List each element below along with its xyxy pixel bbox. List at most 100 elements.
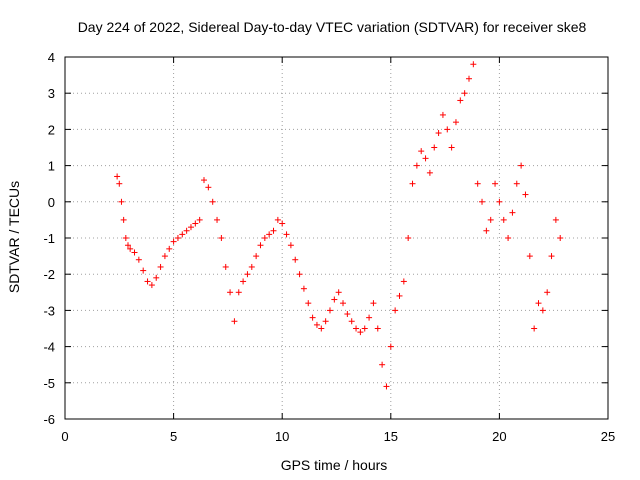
data-point (266, 231, 273, 238)
data-point (214, 216, 221, 223)
data-point (124, 242, 131, 249)
data-point (479, 198, 486, 205)
data-point (500, 216, 507, 223)
data-point (157, 263, 164, 270)
data-point (426, 169, 433, 176)
data-point (379, 361, 386, 368)
data-point (348, 318, 355, 325)
data-point (174, 235, 181, 241)
data-point (218, 235, 225, 241)
data-point (465, 75, 472, 82)
y-tick-label: -6 (43, 412, 55, 427)
data-point (461, 90, 468, 97)
data-points (114, 61, 564, 390)
data-point (483, 227, 490, 234)
data-point (552, 216, 559, 223)
data-point (279, 220, 286, 227)
chart-title: Day 224 of 2022, Sidereal Day-to-day VTE… (78, 19, 587, 35)
y-axis-ticks: -6 -5 -4 -3 -2 -1 0 1 2 3 4 (43, 50, 608, 427)
data-point (120, 216, 127, 223)
data-point (535, 300, 542, 307)
data-point (313, 321, 320, 328)
data-point (383, 383, 390, 390)
data-point (305, 300, 312, 307)
data-point (392, 307, 399, 314)
data-point (292, 256, 299, 263)
y-tick-label: 0 (48, 195, 55, 210)
data-point (231, 318, 238, 325)
data-point (431, 144, 438, 151)
x-tick-label: 0 (61, 429, 68, 444)
data-point (439, 111, 446, 118)
data-point (140, 267, 147, 274)
data-point (326, 307, 333, 314)
data-point (192, 220, 199, 227)
data-point (448, 144, 455, 151)
x-axis-ticks: 0 5 10 15 20 25 (61, 57, 615, 444)
data-point (444, 126, 451, 133)
data-point (457, 97, 464, 104)
data-point (318, 325, 325, 332)
data-point (153, 274, 160, 281)
data-point (257, 242, 264, 249)
y-tick-label: -2 (43, 267, 55, 282)
data-point (205, 184, 212, 191)
data-point (309, 314, 316, 321)
data-point (509, 209, 516, 216)
data-point (526, 253, 533, 260)
data-point (492, 180, 499, 187)
data-point (513, 180, 520, 187)
data-point (235, 289, 242, 296)
data-point (283, 231, 290, 238)
data-point (422, 155, 429, 162)
data-point (518, 162, 525, 169)
data-point (357, 329, 364, 336)
data-point (496, 198, 503, 205)
grid-lines (65, 57, 608, 419)
data-point (118, 198, 125, 205)
data-point (322, 318, 329, 325)
data-point (248, 263, 255, 270)
x-tick-label: 15 (384, 429, 398, 444)
x-tick-label: 5 (170, 429, 177, 444)
data-point (240, 278, 247, 285)
data-point (531, 325, 538, 332)
data-point (222, 263, 229, 270)
data-point (539, 307, 546, 314)
data-point (548, 253, 555, 260)
data-point (122, 235, 129, 241)
x-tick-label: 20 (492, 429, 506, 444)
data-point (183, 227, 190, 234)
y-axis-label: SDTVAR / TECUs (6, 181, 22, 293)
data-point (474, 180, 481, 187)
data-point (409, 180, 416, 187)
data-point (114, 173, 121, 180)
y-tick-label: -1 (43, 231, 55, 246)
data-point (452, 119, 459, 126)
data-point (170, 238, 177, 245)
data-point (287, 242, 294, 249)
data-point (544, 289, 551, 296)
data-point (253, 253, 260, 260)
data-point (166, 245, 173, 252)
data-point (274, 216, 281, 223)
data-point (505, 235, 512, 241)
data-point (270, 227, 277, 234)
data-point (261, 235, 268, 241)
data-point (148, 282, 155, 289)
y-tick-label: -4 (43, 340, 55, 355)
data-point (127, 245, 134, 252)
data-point (413, 162, 420, 169)
data-point (244, 271, 251, 278)
y-tick-label: 2 (48, 122, 55, 137)
data-point (418, 148, 425, 155)
data-point (161, 253, 168, 260)
y-tick-label: 3 (48, 86, 55, 101)
data-point (227, 289, 234, 296)
data-point (366, 314, 373, 321)
data-point (116, 180, 123, 187)
data-point (557, 235, 564, 241)
y-tick-label: 4 (48, 50, 55, 65)
data-point (187, 224, 194, 231)
